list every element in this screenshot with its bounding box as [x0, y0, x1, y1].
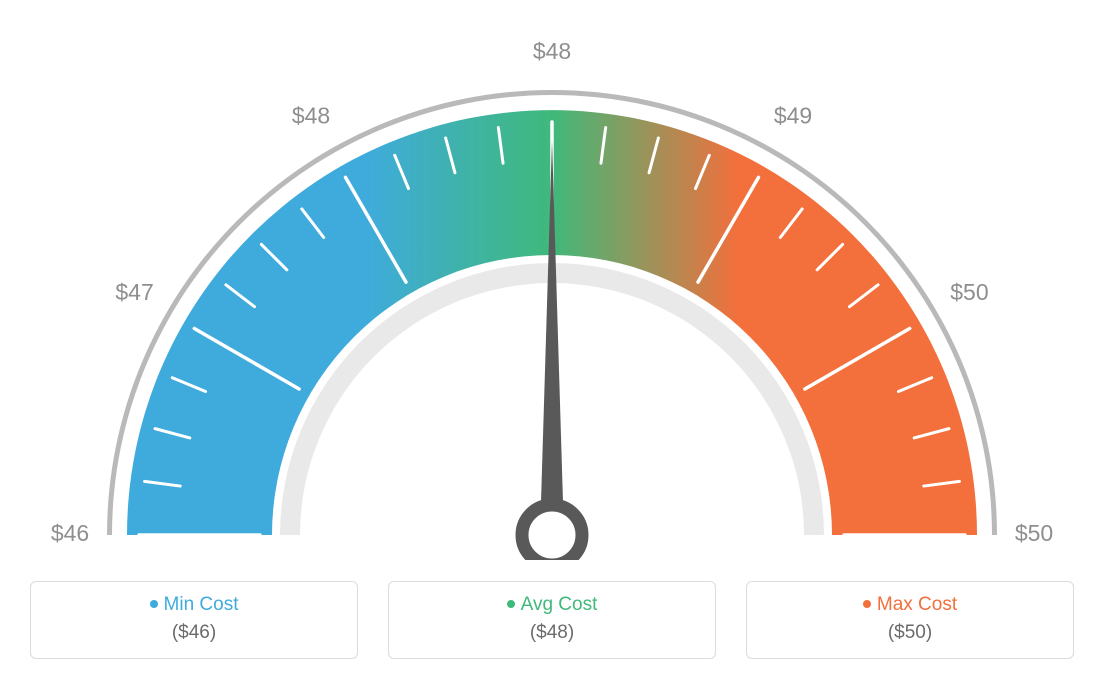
- gauge-svg: $46 $47 $48 $48 $49 $50 $50: [0, 0, 1104, 560]
- legend-row: Min Cost ($46) Avg Cost ($48) Max Cost (…: [0, 581, 1104, 659]
- cost-gauge-infographic: $46 $47 $48 $48 $49 $50 $50 Min Cost ($46) Avg…: [0, 0, 1104, 690]
- gauge-scale-label: $49: [774, 103, 812, 129]
- gauge-scale-label: $50: [950, 279, 988, 305]
- legend-max: Max Cost ($50): [746, 581, 1074, 659]
- gauge-scale-label: $48: [292, 103, 330, 129]
- legend-min-head: Min Cost: [31, 594, 357, 616]
- legend-min-value: ($46): [31, 622, 357, 644]
- gauge-scale-label: $46: [51, 520, 89, 546]
- gauge-scale-label: $48: [533, 38, 571, 64]
- legend-avg-label: Avg Cost: [521, 594, 598, 615]
- legend-min-label: Min Cost: [164, 594, 239, 615]
- legend-min-dot: [150, 600, 158, 608]
- legend-max-head: Max Cost: [747, 594, 1073, 616]
- gauge-scale-label: $50: [1015, 520, 1053, 546]
- legend-max-value: ($50): [747, 622, 1073, 644]
- gauge-scale-label: $47: [115, 279, 153, 305]
- legend-avg-dot: [507, 600, 515, 608]
- gauge-chart: $46 $47 $48 $48 $49 $50 $50: [0, 0, 1104, 560]
- legend-min: Min Cost ($46): [30, 581, 358, 659]
- legend-max-dot: [863, 600, 871, 608]
- legend-avg-head: Avg Cost: [389, 594, 715, 616]
- legend-avg: Avg Cost ($48): [388, 581, 716, 659]
- legend-avg-value: ($48): [389, 622, 715, 644]
- legend-max-label: Max Cost: [877, 594, 957, 615]
